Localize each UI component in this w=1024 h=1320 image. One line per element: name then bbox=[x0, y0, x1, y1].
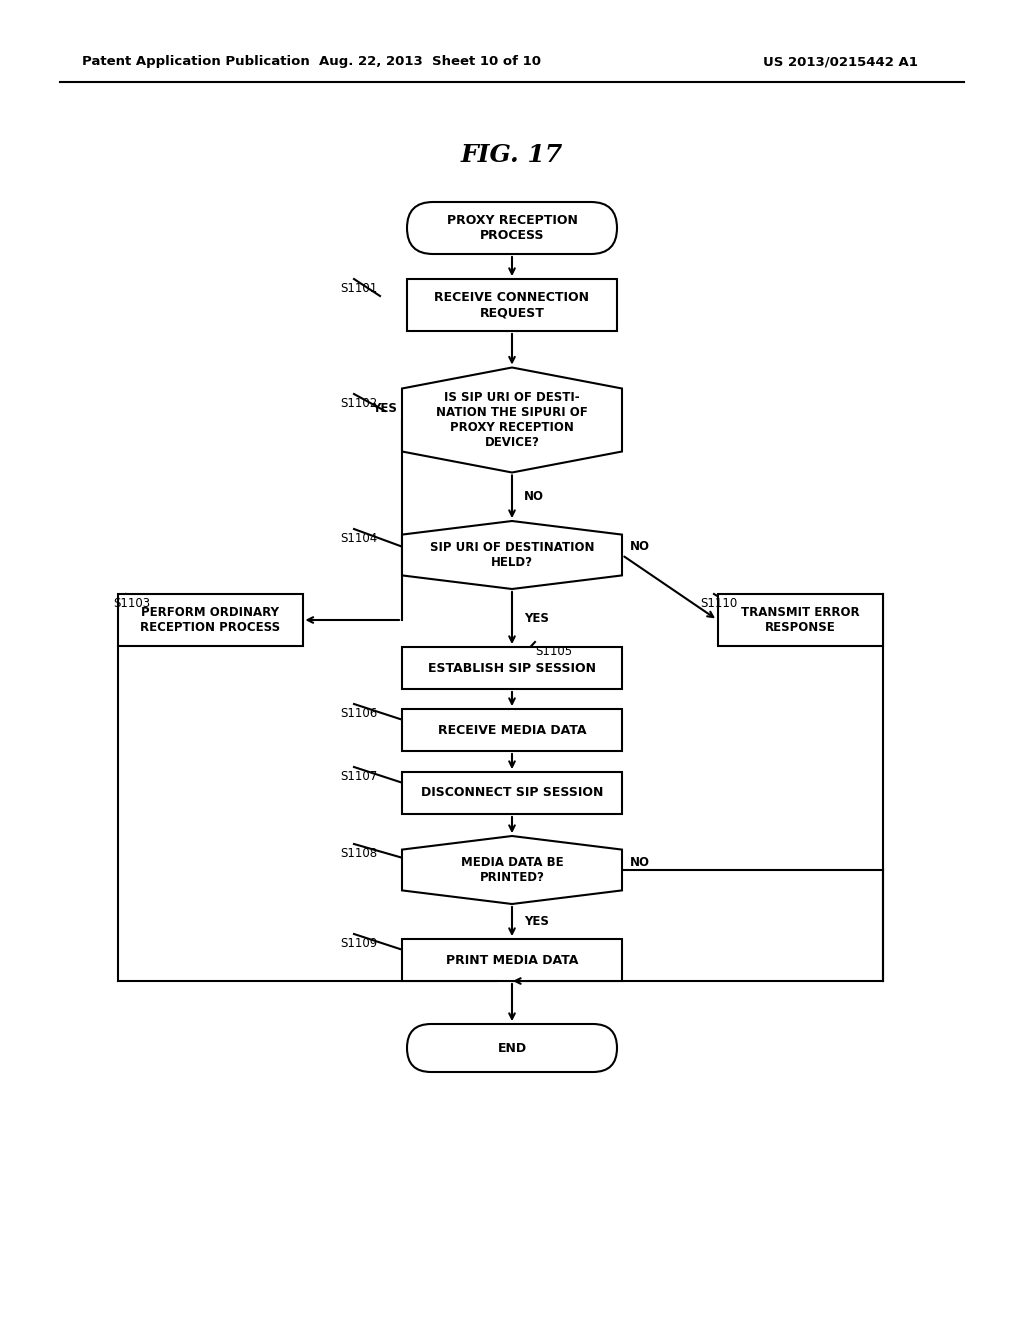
Text: NO: NO bbox=[630, 540, 650, 553]
Text: PERFORM ORDINARY
RECEPTION PROCESS: PERFORM ORDINARY RECEPTION PROCESS bbox=[140, 606, 280, 634]
Text: MEDIA DATA BE
PRINTED?: MEDIA DATA BE PRINTED? bbox=[461, 855, 563, 884]
Text: YES: YES bbox=[372, 401, 397, 414]
Text: FIG. 17: FIG. 17 bbox=[461, 143, 563, 168]
Text: PRINT MEDIA DATA: PRINT MEDIA DATA bbox=[445, 953, 579, 966]
Text: RECEIVE MEDIA DATA: RECEIVE MEDIA DATA bbox=[437, 723, 587, 737]
Polygon shape bbox=[402, 367, 622, 473]
Text: S1101: S1101 bbox=[340, 282, 377, 294]
Text: US 2013/0215442 A1: US 2013/0215442 A1 bbox=[763, 55, 918, 69]
Bar bbox=[402, 709, 622, 751]
Text: S1102: S1102 bbox=[340, 397, 377, 411]
Text: NO: NO bbox=[630, 855, 650, 869]
Text: S1103: S1103 bbox=[113, 597, 151, 610]
Text: YES: YES bbox=[524, 611, 549, 624]
Text: END: END bbox=[498, 1041, 526, 1055]
Text: NO: NO bbox=[524, 490, 544, 503]
Bar bbox=[118, 594, 302, 645]
Bar bbox=[402, 772, 622, 814]
Text: S1108: S1108 bbox=[340, 847, 377, 861]
Text: YES: YES bbox=[524, 915, 549, 928]
Bar bbox=[402, 939, 622, 981]
Text: IS SIP URI OF DESTI-
NATION THE SIPURI OF
PROXY RECEPTION
DEVICE?: IS SIP URI OF DESTI- NATION THE SIPURI O… bbox=[436, 391, 588, 449]
Text: S1105: S1105 bbox=[535, 645, 572, 657]
Text: TRANSMIT ERROR
RESPONSE: TRANSMIT ERROR RESPONSE bbox=[740, 606, 859, 634]
FancyBboxPatch shape bbox=[407, 202, 617, 253]
Text: RECEIVE CONNECTION
REQUEST: RECEIVE CONNECTION REQUEST bbox=[434, 290, 590, 319]
Text: DISCONNECT SIP SESSION: DISCONNECT SIP SESSION bbox=[421, 787, 603, 800]
Polygon shape bbox=[402, 836, 622, 904]
Text: S1107: S1107 bbox=[340, 770, 377, 783]
Text: S1106: S1106 bbox=[340, 708, 377, 719]
Bar bbox=[718, 594, 883, 645]
Text: S1110: S1110 bbox=[700, 597, 737, 610]
Text: SIP URI OF DESTINATION
HELD?: SIP URI OF DESTINATION HELD? bbox=[430, 541, 594, 569]
Text: Patent Application Publication: Patent Application Publication bbox=[82, 55, 309, 69]
FancyBboxPatch shape bbox=[407, 1024, 617, 1072]
Polygon shape bbox=[402, 521, 622, 589]
Bar bbox=[402, 647, 622, 689]
Text: Aug. 22, 2013  Sheet 10 of 10: Aug. 22, 2013 Sheet 10 of 10 bbox=[319, 55, 541, 69]
Text: S1104: S1104 bbox=[340, 532, 377, 545]
Text: S1109: S1109 bbox=[340, 937, 377, 950]
Bar bbox=[407, 279, 617, 331]
Text: ESTABLISH SIP SESSION: ESTABLISH SIP SESSION bbox=[428, 661, 596, 675]
Text: PROXY RECEPTION
PROCESS: PROXY RECEPTION PROCESS bbox=[446, 214, 578, 242]
